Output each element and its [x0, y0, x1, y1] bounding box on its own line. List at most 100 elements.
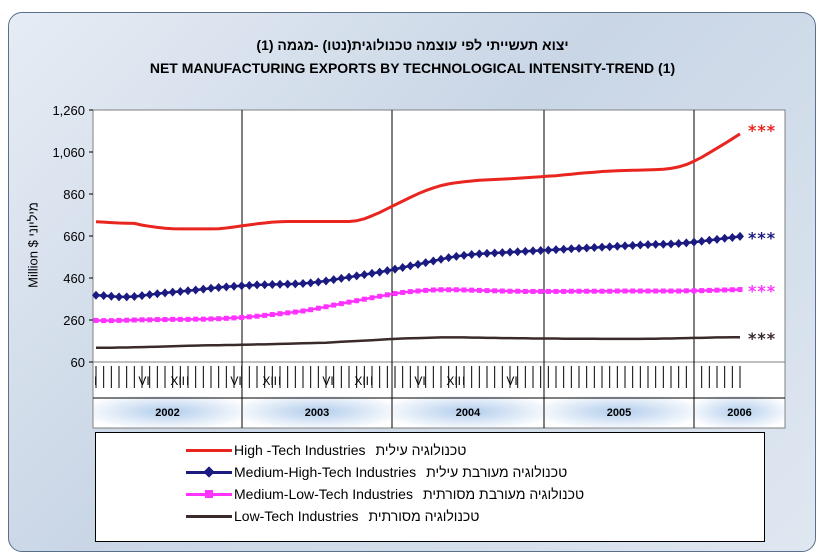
series-1-point-36	[368, 268, 376, 278]
series-2-point-4	[124, 317, 130, 323]
series-2-point-27	[300, 308, 306, 314]
series-1-point-11	[176, 286, 185, 296]
series-2-point-39	[392, 291, 398, 297]
month-label-0: I	[94, 374, 97, 388]
series-1-point-30	[322, 276, 330, 286]
month-label-3: I	[186, 374, 189, 388]
month-label-11: XII	[446, 374, 461, 388]
series-1-point-26	[291, 279, 300, 289]
series-1-point-51	[483, 248, 491, 258]
month-label-5: XII	[262, 374, 277, 388]
series-2-point-29	[315, 305, 321, 311]
month-label-12: I	[462, 374, 465, 388]
series-2-point-64	[584, 288, 590, 294]
series-2-point-54	[507, 288, 513, 294]
year-label-2006: 2006	[727, 407, 751, 419]
series-1-point-34	[352, 271, 361, 281]
series-1-point-81	[713, 234, 721, 244]
series-2-point-56	[522, 288, 528, 294]
series-2-point-66	[599, 288, 605, 294]
y-tick-label-1: 260	[63, 313, 85, 328]
series-2-point-67	[607, 288, 613, 294]
series-1-point-42	[414, 259, 422, 269]
series-1-point-64	[582, 243, 591, 253]
series-2-point-75	[668, 288, 674, 294]
year-label-2003: 2003	[305, 407, 329, 419]
series-1-point-3	[115, 292, 123, 302]
series-2-point-20	[246, 314, 252, 320]
month-label-10: VI	[414, 374, 425, 388]
series-2-point-9	[162, 317, 168, 323]
series-1-point-46	[444, 253, 453, 263]
series-2-point-77	[683, 288, 689, 294]
series-1-point-39	[391, 264, 399, 274]
series-2-point-11	[177, 316, 183, 322]
y-tick-label-4: 860	[63, 187, 85, 202]
series-1-point-54	[506, 247, 514, 257]
series-1-point-0	[92, 290, 100, 300]
series-2-point-47	[453, 287, 459, 293]
y-tick-label-3: 660	[63, 229, 85, 244]
series-1-point-76	[674, 239, 683, 249]
series-1-point-72	[644, 240, 652, 250]
series-2-point-65	[591, 288, 597, 294]
series-2-point-13	[193, 316, 199, 322]
series-2-point-46	[446, 287, 452, 293]
series-1-point-80	[705, 235, 714, 245]
series-2-point-78	[691, 288, 697, 294]
legend-label-low-tech-hebrew: טכנולוגיה מסורתית	[368, 508, 480, 524]
series-2-point-69	[622, 288, 628, 294]
series-1-point-21	[253, 280, 261, 290]
series-2-point-28	[308, 307, 314, 313]
legend-item-high-tech: High -Tech Industries טכנולוגיה עילית	[186, 441, 466, 459]
series-1-point-37	[375, 267, 384, 277]
year-band-2004	[393, 396, 543, 427]
series-2-point-7	[147, 317, 153, 323]
legend-item-low-tech: Low-Tech Industries טכנולוגיה מסורתית	[186, 507, 479, 525]
series-2-point-30	[323, 304, 329, 310]
series-2-point-61	[561, 288, 567, 294]
month-label-9: I	[370, 374, 373, 388]
series-2-point-59	[545, 288, 551, 294]
series-2-point-71	[637, 288, 643, 294]
series-end-label-2: ***	[748, 282, 776, 301]
series-1-point-66	[598, 242, 606, 252]
series-2-point-26	[292, 309, 298, 315]
legend-item-medium-low-tech: Medium-Low-Tech Industries טכנולוגיה מעו…	[186, 485, 584, 503]
series-2-point-16	[216, 316, 222, 322]
series-2-point-15	[208, 316, 214, 322]
series-1-point-17	[222, 282, 231, 292]
series-2-point-5	[131, 317, 137, 323]
year-label-2002: 2002	[155, 407, 179, 419]
chart-title: NET MANUFACTURING EXPORTS BY TECHNOLOGIC…	[149, 60, 676, 76]
series-1-point-31	[329, 275, 338, 285]
series-2-point-45	[438, 287, 444, 293]
series-1-point-47	[452, 251, 461, 261]
series-1-point-56	[521, 246, 530, 256]
series-2-point-33	[346, 299, 352, 305]
y-tick-label-2: 460	[63, 271, 85, 286]
series-2-point-2	[108, 318, 114, 324]
month-label-1: VI	[138, 374, 149, 388]
year-band-2003	[243, 396, 391, 427]
series-1-point-44	[429, 256, 438, 266]
series-1-point-61	[559, 244, 568, 254]
series-1-point-9	[161, 288, 169, 298]
series-2-point-81	[714, 287, 720, 293]
legend-item-medium-high-tech: Medium-High-Tech Industries טכנולוגיה מע…	[186, 463, 567, 481]
series-1-point-52	[490, 248, 499, 258]
series-2-point-22	[262, 312, 268, 318]
series-2-point-41	[407, 289, 413, 295]
series-2-point-49	[469, 287, 475, 293]
series-end-label-1: ***	[748, 228, 776, 247]
series-2-point-8	[154, 317, 160, 323]
legend-label-medium-high-tech-hebrew: טכנולוגיה מעורבת עילית	[426, 464, 568, 480]
series-2-point-3	[116, 317, 122, 323]
series-1-point-78	[690, 237, 698, 247]
series-1-point-49	[467, 249, 476, 259]
month-label-6: I	[278, 374, 281, 388]
series-2-point-52	[492, 288, 498, 294]
series-1-point-71	[636, 240, 645, 250]
series-1-point-73	[651, 239, 660, 249]
series-2-point-82	[722, 287, 728, 293]
